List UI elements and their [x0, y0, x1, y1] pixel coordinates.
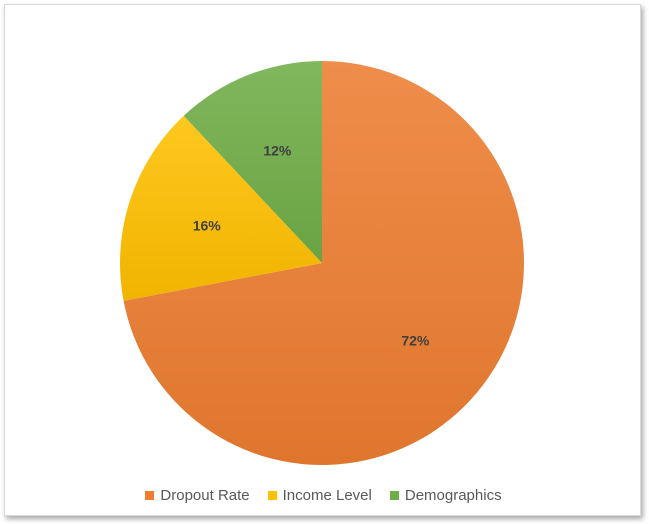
data-label-demographics: 12% — [263, 142, 292, 158]
legend-swatch — [267, 490, 277, 500]
legend-swatch — [145, 490, 155, 500]
data-label-dropout-rate: 72% — [401, 332, 430, 348]
legend: Dropout Rate Income Level Demographics — [5, 485, 642, 505]
pie-labels: 72% 16% 12% — [193, 142, 430, 348]
pie-slice-income-level — [120, 115, 322, 301]
pie-chart: 72% 16% 12% — [120, 61, 524, 465]
legend-item-demographics: Demographics — [389, 486, 502, 504]
legend-label: Dropout Rate — [160, 486, 250, 504]
pie-slice-dropout-rate — [123, 61, 524, 465]
legend-item-dropout-rate: Dropout Rate — [145, 486, 250, 504]
chart-frame: 72% 16% 12% Dropout Rate Income Level Demogr… — [4, 4, 641, 516]
legend-label: Demographics — [404, 486, 502, 504]
legend-label: Income Level — [282, 486, 372, 504]
data-label-income-level: 16% — [193, 218, 222, 234]
pie-slice-demographics — [183, 61, 322, 263]
legend-swatch — [389, 490, 399, 500]
legend-item-income-level: Income Level — [267, 486, 372, 504]
pie-slices — [120, 61, 524, 465]
